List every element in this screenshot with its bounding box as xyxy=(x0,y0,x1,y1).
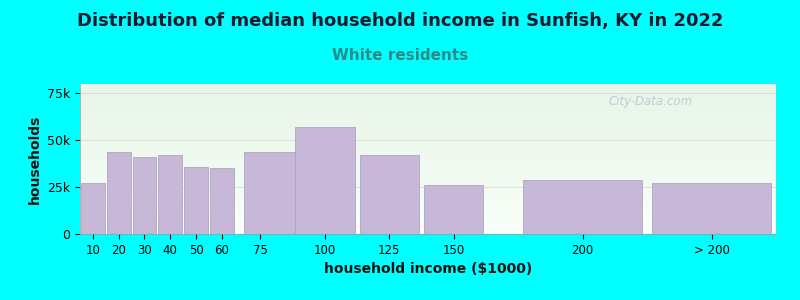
Bar xyxy=(81,183,105,234)
X-axis label: household income ($1000): household income ($1000) xyxy=(324,262,532,276)
Bar xyxy=(184,167,208,234)
Bar xyxy=(360,155,419,234)
Y-axis label: households: households xyxy=(27,114,42,204)
Bar xyxy=(295,127,354,234)
Bar xyxy=(424,185,483,234)
Bar xyxy=(523,180,642,234)
Bar xyxy=(652,183,771,234)
Bar xyxy=(107,152,130,234)
Bar xyxy=(244,152,303,234)
Text: City-Data.com: City-Data.com xyxy=(609,95,693,109)
Bar xyxy=(210,168,234,234)
Text: Distribution of median household income in Sunfish, KY in 2022: Distribution of median household income … xyxy=(77,12,723,30)
Bar xyxy=(133,157,156,234)
Text: White residents: White residents xyxy=(332,48,468,63)
Bar xyxy=(158,155,182,234)
